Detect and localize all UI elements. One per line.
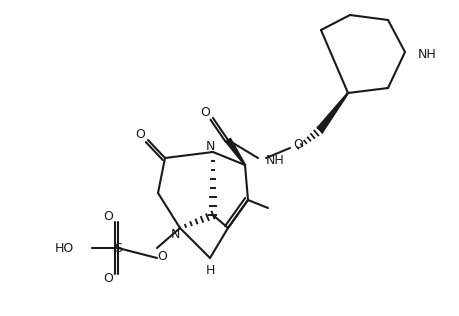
Text: O: O <box>135 129 145 142</box>
Polygon shape <box>225 138 245 165</box>
Text: O: O <box>157 250 167 263</box>
Text: NH: NH <box>265 154 284 167</box>
Text: O: O <box>200 106 209 119</box>
Text: O: O <box>103 210 113 223</box>
Text: N: N <box>205 139 214 153</box>
Text: HO: HO <box>55 241 74 254</box>
Text: N: N <box>170 228 179 240</box>
Polygon shape <box>317 93 347 132</box>
Text: S: S <box>114 241 122 254</box>
Text: O: O <box>103 272 113 285</box>
Text: H: H <box>205 264 214 277</box>
Text: O: O <box>292 137 302 150</box>
Text: NH: NH <box>417 48 436 62</box>
